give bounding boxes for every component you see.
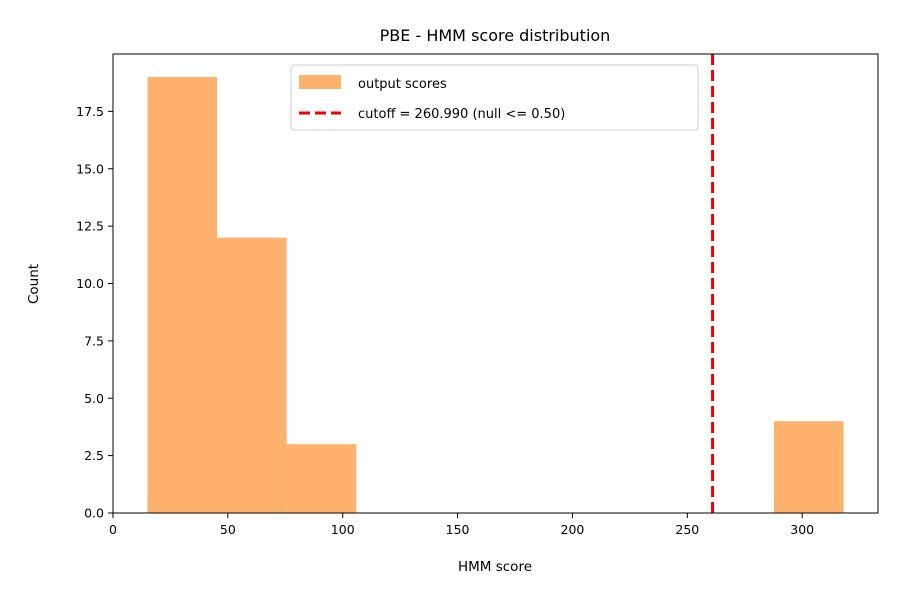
histogram-bar-2 bbox=[286, 444, 357, 513]
legend: output scores cutoff = 260.990 (null <= … bbox=[290, 64, 699, 131]
x-tick-label: 300 bbox=[790, 522, 814, 537]
y-tick-label: 0.0 bbox=[84, 506, 104, 521]
y-tick-label: 2.5 bbox=[84, 448, 104, 463]
histogram-bar-9 bbox=[773, 421, 844, 513]
y-axis-label: Count bbox=[26, 264, 42, 304]
y-tick-label: 10.0 bbox=[76, 276, 104, 291]
y-tick-label: 17.5 bbox=[76, 104, 104, 119]
bars-group bbox=[147, 76, 844, 513]
x-axis-ticks: 0 50 100 150 200 250 300 bbox=[109, 513, 814, 537]
legend-swatch-output-scores bbox=[299, 75, 341, 89]
legend-label-output-scores: output scores bbox=[358, 77, 447, 92]
y-tick-label: 5.0 bbox=[84, 391, 104, 406]
x-tick-label: 200 bbox=[561, 522, 585, 537]
legend-label-cutoff: cutoff = 260.990 (null <= 0.50) bbox=[358, 107, 565, 122]
x-tick-label: 250 bbox=[675, 522, 699, 537]
x-tick-label: 100 bbox=[331, 522, 355, 537]
chart-title: PBE - HMM score distribution bbox=[380, 26, 611, 45]
x-tick-label: 150 bbox=[446, 522, 470, 537]
y-axis-ticks: 0.0 2.5 5.0 7.5 10.0 12.5 15.0 17.5 bbox=[76, 104, 113, 521]
x-tick-label: 0 bbox=[109, 522, 117, 537]
y-tick-label: 12.5 bbox=[76, 219, 104, 234]
y-tick-label: 15.0 bbox=[76, 161, 104, 176]
x-tick-label: 50 bbox=[220, 522, 236, 537]
legend-box bbox=[290, 64, 699, 131]
histogram-bar-0 bbox=[147, 76, 218, 513]
x-axis-label: HMM score bbox=[458, 559, 532, 575]
histogram-bar-1 bbox=[217, 237, 287, 513]
y-tick-label: 7.5 bbox=[84, 333, 104, 348]
